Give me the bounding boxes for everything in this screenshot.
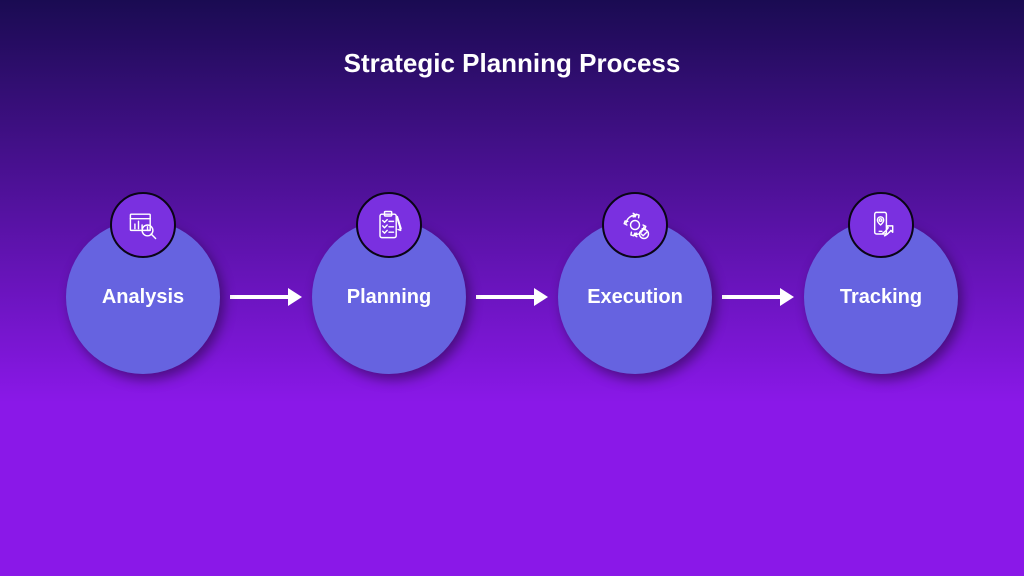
arrow — [722, 288, 794, 306]
arrow — [476, 288, 548, 306]
node-label: Tracking — [840, 286, 922, 309]
node-planning: Planning — [312, 220, 466, 374]
arrow — [230, 288, 302, 306]
clipboard-checklist-icon — [356, 192, 422, 258]
gear-cycle-icon — [602, 192, 668, 258]
diagram-title: Strategic Planning Process — [0, 48, 1024, 79]
node-label: Analysis — [102, 286, 184, 309]
process-flow: Analysis Planning — [0, 220, 1024, 374]
node-tracking: Tracking — [804, 220, 958, 374]
node-execution: Execution — [558, 220, 712, 374]
chart-analysis-icon — [110, 192, 176, 258]
node-label: Planning — [347, 286, 431, 309]
node-analysis: Analysis — [66, 220, 220, 374]
node-label: Execution — [587, 286, 683, 309]
arrow-line — [230, 295, 288, 299]
arrow-line — [722, 295, 780, 299]
arrow-head-icon — [780, 288, 794, 306]
arrow-line — [476, 295, 534, 299]
arrow-head-icon — [534, 288, 548, 306]
phone-location-icon — [848, 192, 914, 258]
arrow-head-icon — [288, 288, 302, 306]
